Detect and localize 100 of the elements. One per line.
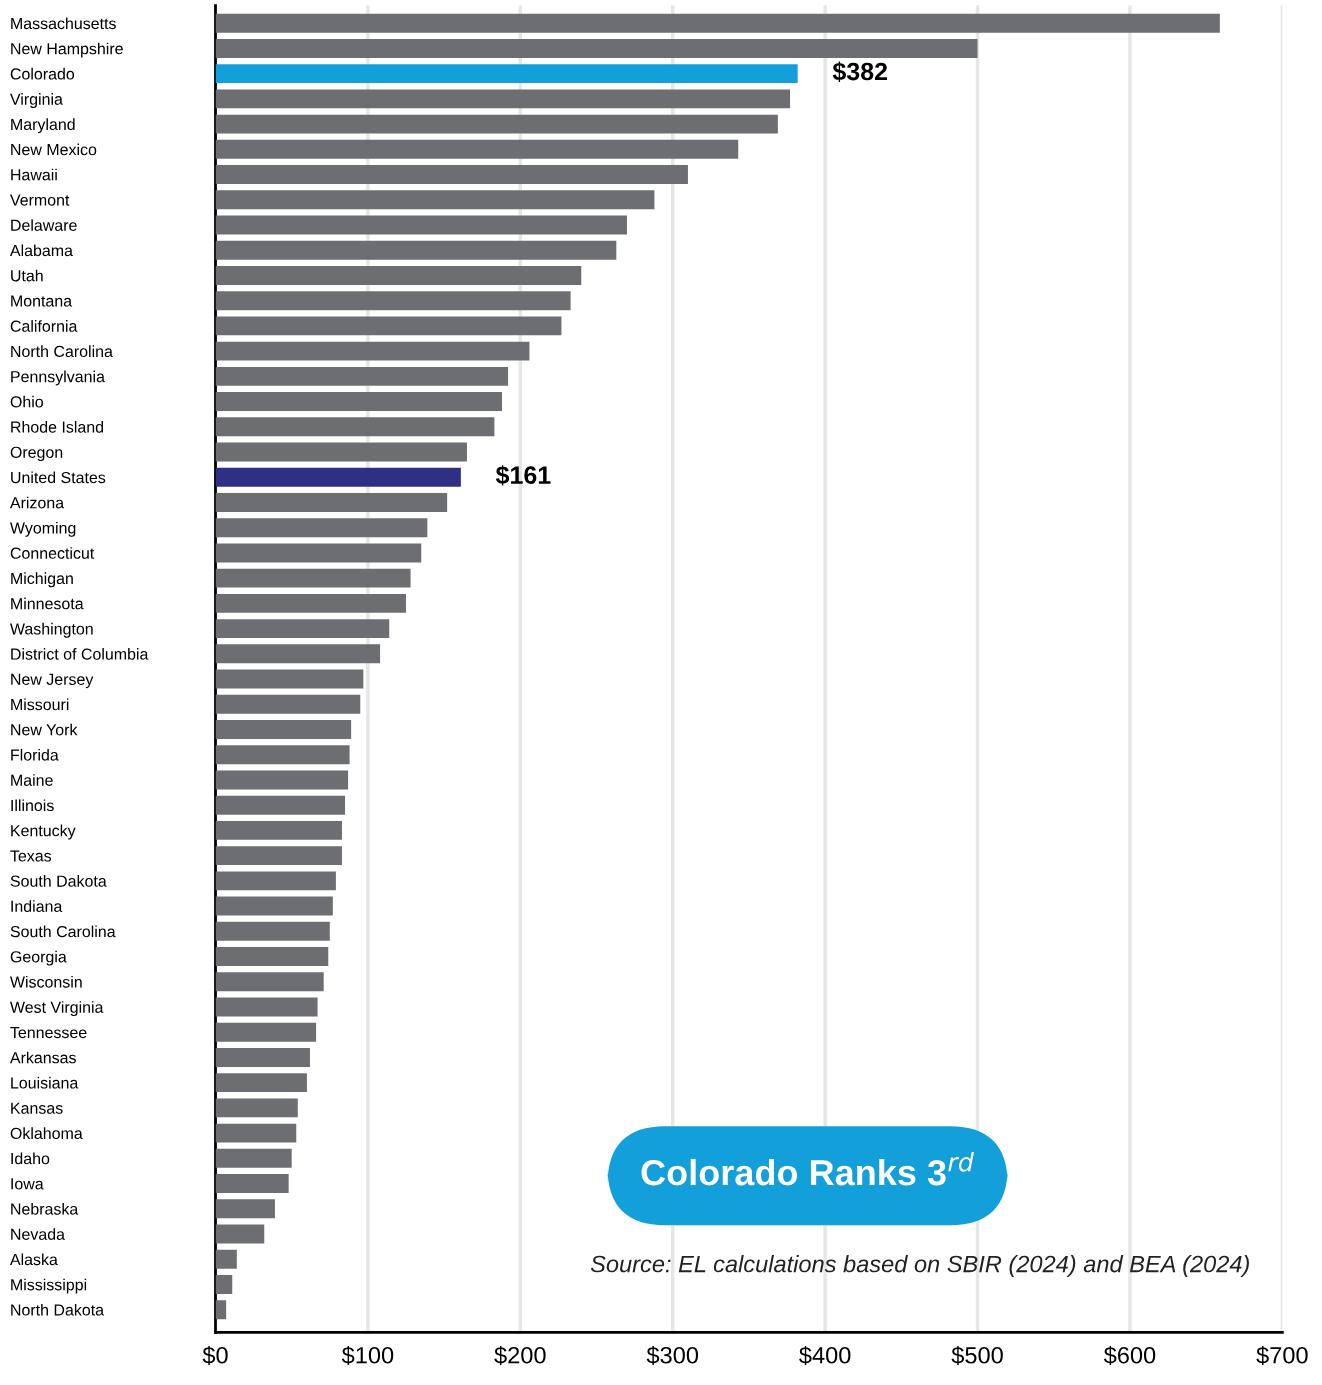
- y-tick-label: Maine: [11, 774, 53, 786]
- y-tick-label: Arkansas: [9, 1051, 76, 1064]
- bar: [215, 165, 688, 185]
- y-tick-label: Virginia: [10, 93, 63, 108]
- bar: [215, 467, 461, 487]
- bar: [215, 1022, 317, 1042]
- bar: [215, 720, 352, 739]
- annotation: Source: EL calculations based on SBIR (2024) and BEA (2024): [590, 1255, 1249, 1278]
- y-tick-label: Arizona: [9, 496, 65, 509]
- y-tick-label: Utah: [11, 269, 43, 282]
- y-tick-label: Idaho: [11, 1152, 50, 1165]
- y-tick-label: West Virginia: [10, 1001, 104, 1017]
- data-label: $161: [495, 465, 551, 486]
- y-tick-label: Michigan: [11, 572, 73, 588]
- bar: [215, 1047, 310, 1067]
- y-tick-label: Oklahoma: [10, 1127, 83, 1140]
- bar: [215, 795, 346, 815]
- y-tick-label: New York: [11, 723, 78, 736]
- y-tick-label: New Hampshire: [11, 42, 123, 58]
- bar: [215, 215, 627, 235]
- y-tick-label: Montana: [11, 295, 73, 307]
- y-tick-label: Iowa: [11, 1178, 44, 1190]
- y-tick-label: Delaware: [11, 219, 77, 231]
- bar: [215, 1224, 265, 1244]
- bar: [215, 568, 411, 588]
- bar: [215, 291, 571, 311]
- bar: [215, 341, 530, 361]
- bar: [215, 392, 503, 412]
- x-tick-label: $700: [1256, 1345, 1308, 1366]
- x-tick-label: $400: [799, 1345, 851, 1366]
- bar: [215, 114, 778, 134]
- y-tick-label: United States: [11, 471, 106, 484]
- y-tick-label: Missouri: [11, 698, 69, 711]
- y-tick-label: Maryland: [11, 118, 75, 134]
- y-tick-label: Ohio: [10, 395, 43, 408]
- bar: [215, 1199, 275, 1219]
- y-tick-label: Pennsylvania: [11, 370, 105, 386]
- bar: [215, 820, 342, 840]
- bar: [215, 265, 582, 285]
- bar: [215, 896, 333, 916]
- bar: [215, 543, 422, 563]
- y-tick-label: California: [10, 320, 78, 332]
- bar: [215, 518, 428, 538]
- y-tick-label: South Carolina: [10, 925, 116, 938]
- y-tick-label: Connecticut: [10, 547, 95, 559]
- x-tick-label: $500: [951, 1345, 1003, 1366]
- x-tick-label: $200: [494, 1345, 546, 1366]
- y-tick-label: Washington: [10, 622, 93, 638]
- bar: [215, 1073, 307, 1093]
- bar: [215, 1300, 227, 1320]
- bar: [215, 442, 467, 462]
- bar: [215, 745, 350, 765]
- y-tick-label: Nevada: [11, 1228, 65, 1240]
- y-tick-label: Oregon: [10, 446, 63, 462]
- y-tick-label: Florida: [11, 748, 59, 761]
- bar: [215, 997, 318, 1017]
- y-tick-label: Minnesota: [11, 597, 84, 610]
- bar: [215, 64, 798, 84]
- y-tick-label: Mississippi: [11, 1278, 87, 1294]
- y-tick-label: Massachusetts: [11, 17, 116, 30]
- x-tick-label: $0: [202, 1345, 228, 1366]
- bar: [215, 921, 330, 941]
- y-tick-label: South Dakota: [10, 875, 107, 887]
- y-tick-label: Texas: [10, 850, 52, 862]
- y-tick-label: Alaska: [9, 1253, 58, 1266]
- y-tick-label: Georgia: [10, 950, 67, 966]
- y-tick-label: Hawaii: [11, 168, 57, 181]
- y-tick-label: Indiana: [11, 900, 63, 913]
- bar: [215, 190, 655, 210]
- bar: [215, 694, 361, 714]
- bar: [215, 38, 978, 58]
- bar: [215, 1123, 297, 1143]
- y-tick-label: Wisconsin: [10, 975, 82, 988]
- y-tick-label: Tennessee: [10, 1026, 87, 1039]
- x-tick-label: $100: [341, 1345, 394, 1366]
- bar: [215, 669, 364, 689]
- y-tick-label: New Jersey: [11, 673, 94, 689]
- x-tick-label: $600: [1103, 1345, 1156, 1366]
- y-tick-label: Nebraska: [11, 1202, 79, 1215]
- y-tick-label: Illinois: [11, 799, 54, 812]
- bar: [215, 493, 448, 512]
- bar: [215, 13, 1220, 33]
- bar: [215, 1098, 298, 1118]
- bar: [215, 1249, 237, 1269]
- bar: [215, 947, 329, 966]
- y-tick-label: New Mexico: [11, 143, 97, 156]
- y-tick-label: Rhode Island: [11, 421, 104, 433]
- bar: [215, 366, 509, 386]
- bar: [215, 619, 390, 639]
- bar: [215, 593, 406, 613]
- bar: [215, 972, 324, 992]
- bar: [215, 139, 739, 159]
- x-tick-label: $300: [646, 1345, 699, 1366]
- data-label: $382: [832, 61, 888, 82]
- bar: [215, 240, 617, 260]
- bar: [215, 417, 495, 437]
- bar: [215, 1148, 292, 1168]
- y-tick-label: Colorado: [10, 67, 75, 80]
- y-tick-label: Louisiana: [11, 1076, 79, 1089]
- y-tick-label: North Carolina: [11, 345, 113, 358]
